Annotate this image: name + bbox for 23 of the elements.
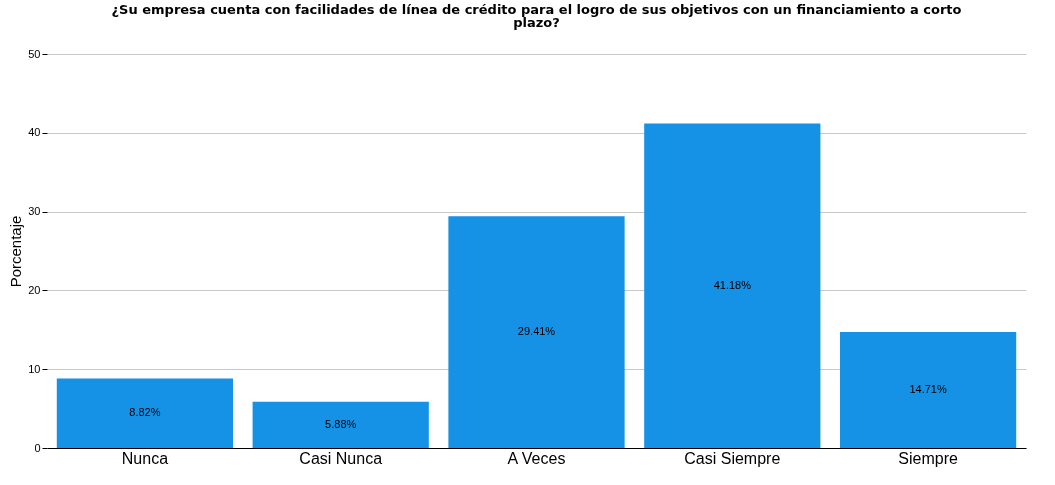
- chart-title: ¿Su empresa cuenta con facilidades de línea de crédito para el logro de sus objetivos con un financiamiento a corto plazo?: [111, 2, 962, 30]
- x-tick-label: Casi Siempre: [684, 449, 781, 467]
- y-tick-label: 10: [28, 362, 41, 375]
- data-label: 29.41%: [517, 325, 556, 338]
- x-tick-label: Casi Nunca: [299, 449, 383, 467]
- bar: [448, 216, 625, 448]
- y-tick-label: 40: [28, 126, 41, 139]
- y-axis-title: Porcentaje: [7, 215, 25, 288]
- data-label: 5.88%: [325, 417, 357, 430]
- y-tick-label: 50: [28, 47, 41, 60]
- bar: [56, 378, 234, 448]
- bar: [252, 401, 429, 448]
- data-label: 8.82%: [129, 406, 161, 419]
- x-tick-label: Siempre: [898, 449, 958, 467]
- x-tick-label: Nunca: [121, 449, 169, 467]
- bar: [839, 332, 1017, 448]
- y-tick-label: 20: [28, 283, 41, 296]
- data-label: 14.71%: [909, 383, 947, 396]
- y-tick-label: 0: [34, 441, 41, 454]
- x-tick-label: A Veces: [507, 449, 566, 467]
- data-label: 41.18%: [713, 278, 752, 291]
- bar: [644, 123, 821, 448]
- y-tick-label: 30: [28, 205, 41, 218]
